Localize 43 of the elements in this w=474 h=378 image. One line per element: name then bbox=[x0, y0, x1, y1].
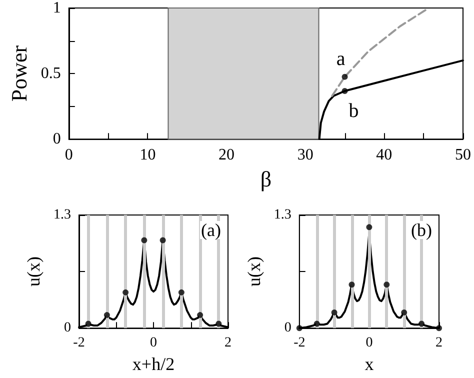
point bbox=[401, 309, 408, 316]
x-axis-title: x+h/2 bbox=[132, 354, 175, 374]
point bbox=[366, 224, 372, 230]
x-tick-label: 50 bbox=[455, 146, 471, 164]
x-tick-label: 0 bbox=[150, 336, 157, 351]
annotation: a bbox=[336, 48, 346, 70]
y-tick-label: 1.3 bbox=[274, 208, 292, 222]
annotation: b bbox=[348, 100, 359, 122]
y-axis-title: Power bbox=[6, 44, 32, 102]
x-axis-title: β bbox=[260, 166, 272, 192]
point bbox=[436, 325, 442, 332]
x-tick-label: -2 bbox=[73, 336, 85, 351]
y-tick-label: 0.5 bbox=[40, 65, 61, 82]
x-tick-label: 0 bbox=[366, 336, 373, 351]
point bbox=[296, 325, 302, 332]
point bbox=[141, 237, 148, 244]
x-tick-label: 10 bbox=[140, 146, 156, 164]
y-tick-label: 1.3 bbox=[54, 208, 71, 222]
annotation: (a) bbox=[201, 220, 222, 240]
point bbox=[104, 312, 110, 318]
x-tick-label: 20 bbox=[218, 146, 235, 164]
point bbox=[122, 289, 129, 296]
y-tick-label: 0 bbox=[52, 130, 61, 148]
point bbox=[216, 320, 222, 327]
y-tick-label: 1 bbox=[52, 0, 61, 16]
point bbox=[160, 237, 166, 244]
x-tick-label: 40 bbox=[376, 146, 392, 164]
x-tick-label: -2 bbox=[294, 336, 306, 351]
point bbox=[314, 320, 320, 327]
point bbox=[384, 282, 390, 288]
point bbox=[197, 312, 204, 318]
point bbox=[85, 320, 92, 327]
point bbox=[348, 282, 355, 288]
point bbox=[331, 309, 338, 316]
y-axis-title: u(x) bbox=[24, 256, 44, 287]
x-axis-title: x bbox=[364, 354, 374, 374]
point bbox=[418, 320, 425, 327]
x-tick-label: 2 bbox=[224, 336, 232, 351]
point bbox=[178, 289, 184, 296]
annotation: (b) bbox=[411, 220, 432, 240]
x-tick-label: 30 bbox=[297, 146, 314, 164]
y-axis-title: u(x) bbox=[244, 256, 264, 287]
x-tick-label: 2 bbox=[436, 336, 442, 351]
